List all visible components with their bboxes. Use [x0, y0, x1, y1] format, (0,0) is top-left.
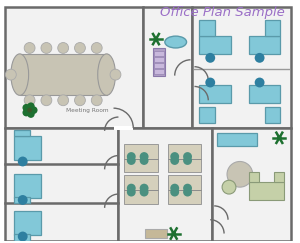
Circle shape [170, 152, 179, 161]
Circle shape [171, 231, 176, 236]
Bar [274, 172, 284, 182]
Circle shape [227, 162, 253, 187]
Bar [154, 57, 164, 62]
Text: Office Plan Sample: Office Plan Sample [160, 6, 284, 19]
Circle shape [27, 110, 35, 118]
Bar [154, 63, 164, 68]
Circle shape [140, 156, 148, 165]
Bar [193, 7, 291, 128]
Bar [14, 211, 41, 234]
Bar [154, 69, 164, 74]
Circle shape [91, 43, 102, 53]
Bar [168, 175, 201, 190]
Bar [249, 86, 280, 103]
Circle shape [27, 102, 35, 110]
Bar [5, 7, 143, 128]
Bar [168, 158, 201, 172]
Text: Meeting Room: Meeting Room [66, 108, 108, 113]
Circle shape [170, 184, 179, 192]
Circle shape [22, 104, 30, 112]
Bar [212, 128, 291, 242]
Circle shape [18, 195, 28, 205]
Bar [124, 175, 158, 190]
Bar [113, 126, 133, 130]
Circle shape [127, 152, 136, 161]
Ellipse shape [165, 36, 187, 48]
Circle shape [110, 69, 121, 80]
Bar [249, 36, 280, 54]
Bar [217, 133, 256, 146]
Ellipse shape [98, 54, 116, 95]
Bar [168, 190, 201, 204]
Circle shape [27, 108, 32, 113]
Circle shape [140, 184, 148, 192]
Circle shape [24, 95, 35, 106]
Circle shape [127, 156, 136, 165]
Circle shape [205, 53, 215, 63]
Circle shape [5, 69, 16, 80]
Circle shape [277, 135, 282, 140]
Bar [14, 136, 41, 159]
Bar [14, 197, 30, 203]
Circle shape [222, 180, 236, 194]
Circle shape [127, 188, 136, 197]
Ellipse shape [11, 54, 28, 95]
Circle shape [140, 152, 148, 161]
Bar [200, 107, 215, 123]
Circle shape [127, 184, 136, 192]
Bar [154, 51, 164, 56]
Circle shape [140, 188, 148, 197]
Circle shape [255, 78, 265, 87]
Circle shape [170, 156, 179, 165]
Bar [118, 128, 212, 242]
Bar [14, 234, 30, 242]
Circle shape [170, 188, 179, 197]
Circle shape [41, 95, 52, 106]
Bar [200, 36, 231, 54]
Bar [168, 144, 201, 158]
Bar [249, 182, 284, 200]
Circle shape [154, 37, 158, 42]
Circle shape [58, 95, 69, 106]
Bar [124, 190, 158, 204]
Bar [145, 229, 167, 238]
Circle shape [30, 106, 38, 114]
Circle shape [183, 188, 192, 197]
Circle shape [183, 156, 192, 165]
Circle shape [24, 43, 35, 53]
Circle shape [255, 53, 265, 63]
Bar [153, 48, 165, 76]
Circle shape [205, 78, 215, 87]
Circle shape [74, 95, 86, 106]
Bar [20, 54, 106, 95]
Circle shape [183, 184, 192, 192]
Circle shape [58, 43, 69, 53]
Bar [265, 107, 280, 123]
Bar [265, 20, 280, 36]
Bar [200, 86, 231, 103]
Bar [14, 130, 30, 136]
Circle shape [18, 156, 28, 166]
Circle shape [183, 152, 192, 161]
Circle shape [91, 95, 102, 106]
Circle shape [18, 232, 28, 242]
Bar [200, 20, 215, 36]
Circle shape [74, 43, 86, 53]
Bar [143, 7, 193, 128]
Bar [5, 128, 118, 242]
Circle shape [41, 43, 52, 53]
Bar [124, 144, 158, 158]
Bar [249, 172, 259, 182]
Circle shape [22, 109, 30, 116]
Bar [124, 158, 158, 172]
Bar [14, 174, 41, 198]
